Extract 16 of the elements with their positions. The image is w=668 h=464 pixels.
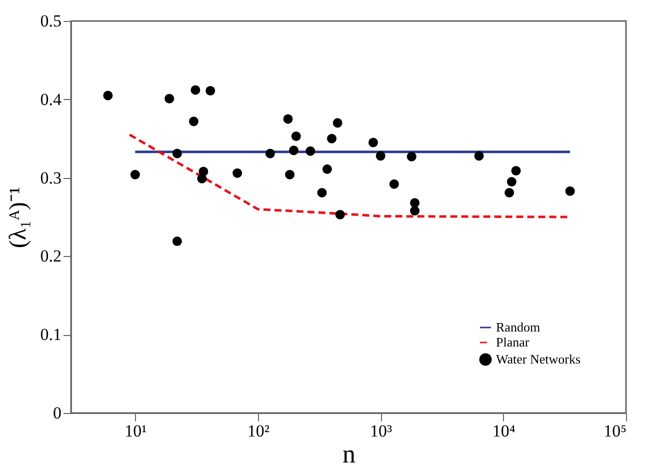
x-tick-label: 10⁴	[492, 422, 516, 440]
y-tick-label: 0	[53, 404, 62, 422]
legend-label: Random	[496, 320, 540, 334]
y-axis-title: (λ₁ᴬ)⁻¹	[5, 186, 32, 248]
x-tick-label: 10²	[247, 422, 270, 440]
y-tick-label: 0.5	[40, 12, 62, 30]
x-axis-title: n	[342, 440, 356, 464]
y-tick-label: 0.1	[40, 325, 62, 344]
legend-label: Planar	[496, 334, 530, 350]
x-tick-label: 10¹	[124, 422, 147, 440]
x-tick-label: 10⁵	[604, 422, 627, 440]
y-tick-label: 0.3	[40, 168, 62, 188]
x-tick-label: 10³	[370, 422, 392, 440]
legend-label: Water Networks	[496, 352, 581, 366]
y-tick-label: 0.2	[40, 246, 62, 266]
y-tick-label: 0.4	[40, 90, 62, 109]
